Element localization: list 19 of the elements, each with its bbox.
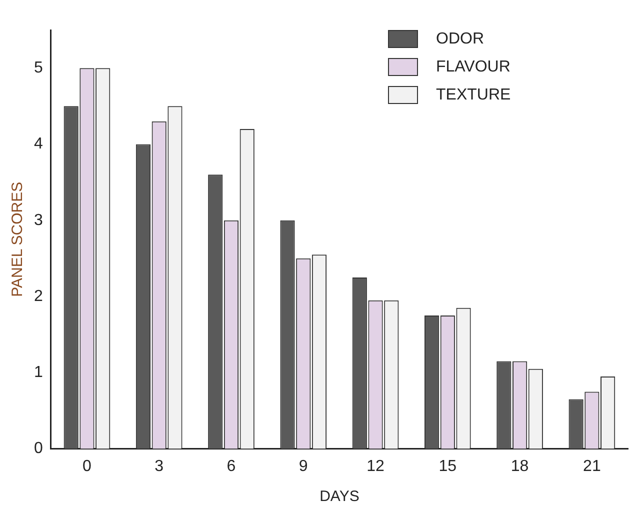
x-tick-label: 3 xyxy=(154,458,164,475)
x-tick-label: 9 xyxy=(298,458,308,475)
x-tick-label: 12 xyxy=(366,458,385,475)
x-tick-label: 15 xyxy=(438,458,457,475)
y-tick-label: 4 xyxy=(34,136,43,153)
x-tick-label: 0 xyxy=(82,458,92,475)
y-tick-label: 1 xyxy=(34,364,43,382)
x-axis-title: DAYS xyxy=(320,488,360,506)
legend-label: TEXTURE xyxy=(436,86,511,104)
x-tick-label: 18 xyxy=(510,458,529,475)
y-tick-label: 3 xyxy=(34,212,43,229)
legend-label: FLAVOUR xyxy=(436,58,510,76)
x-tick-label: 21 xyxy=(583,458,601,475)
y-tick-label: 2 xyxy=(34,288,43,305)
y-axis-title: PANEL SCORES xyxy=(9,182,26,297)
legend-label: ODOR xyxy=(436,30,484,48)
x-tick-label: 6 xyxy=(226,458,236,475)
y-tick-label: 0 xyxy=(34,440,43,458)
y-tick-label: 5 xyxy=(34,59,43,76)
